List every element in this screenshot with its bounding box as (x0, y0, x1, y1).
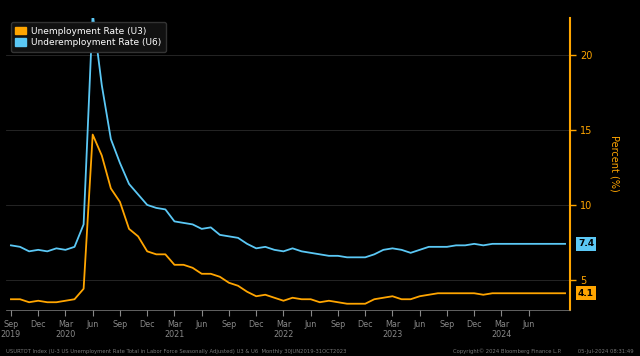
Text: 4.1: 4.1 (578, 289, 594, 298)
Y-axis label: Percent (%): Percent (%) (609, 135, 619, 192)
Text: Copyright© 2024 Bloomberg Finance L.P.          05-Jul-2024 08:31:49: Copyright© 2024 Bloomberg Finance L.P. 0… (453, 349, 634, 354)
Legend: Unemployment Rate (U3), Underemployment Rate (U6): Unemployment Rate (U3), Underemployment … (11, 22, 166, 52)
Text: 7.4: 7.4 (578, 239, 594, 248)
Text: USURTOT Index (U-3 US Unemployment Rate Total in Labor Force Seasonally Adjusted: USURTOT Index (U-3 US Unemployment Rate … (6, 349, 347, 354)
